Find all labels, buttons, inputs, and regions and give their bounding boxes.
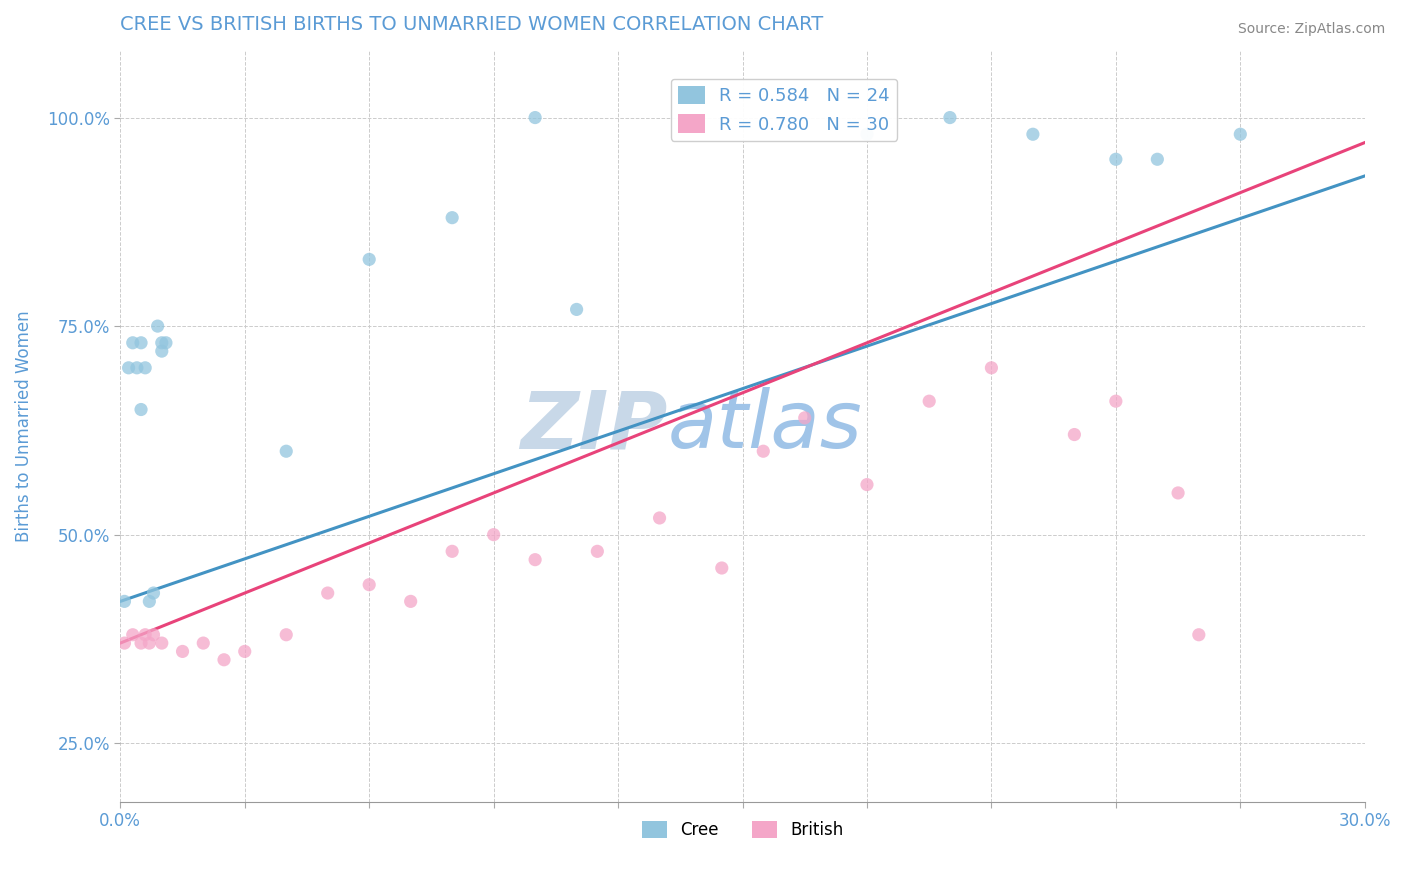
Point (150, 335, 173, 350)
Point (752, 444, 775, 458)
Point (565, 302, 588, 317)
Point (150, 344, 173, 359)
Point (276, 444, 298, 458)
Point (129, 335, 152, 350)
Point (359, 252, 381, 267)
Point (121, 628, 143, 642)
Point (1188, 628, 1211, 642)
Point (138, 636, 160, 650)
Point (129, 636, 152, 650)
Text: ZIP: ZIP (520, 387, 668, 466)
Point (121, 335, 143, 350)
Point (1167, 486, 1189, 500)
Point (939, 111, 962, 125)
Point (125, 360, 148, 375)
Point (482, 527, 505, 541)
Point (441, 544, 464, 558)
Y-axis label: Births to Unmarried Women: Births to Unmarried Women (15, 310, 32, 542)
Point (524, 552, 547, 566)
Point (146, 319, 169, 334)
Point (918, 394, 941, 409)
Point (648, 511, 671, 525)
Point (1105, 153, 1128, 167)
Point (155, 335, 177, 350)
Point (212, 653, 235, 667)
Point (233, 644, 256, 658)
Point (129, 402, 152, 417)
Text: atlas: atlas (668, 387, 863, 466)
Point (856, 128, 879, 142)
Text: Source: ZipAtlas.com: Source: ZipAtlas.com (1237, 22, 1385, 37)
Point (359, 577, 381, 591)
Point (316, 586, 339, 600)
Point (172, 644, 194, 658)
Point (138, 594, 160, 608)
Point (1022, 128, 1045, 142)
Point (524, 111, 547, 125)
Point (856, 477, 879, 491)
Point (142, 586, 165, 600)
Point (399, 594, 422, 608)
Point (117, 360, 139, 375)
Point (150, 636, 173, 650)
Point (1229, 128, 1251, 142)
Point (193, 636, 215, 650)
Point (142, 628, 165, 642)
Point (1146, 153, 1168, 167)
Point (134, 360, 156, 375)
Point (441, 211, 464, 225)
Point (1105, 394, 1128, 409)
Legend: Cree, British: Cree, British (636, 814, 851, 846)
Point (586, 544, 609, 558)
Point (710, 561, 733, 575)
Point (980, 360, 1002, 375)
Point (1063, 427, 1085, 442)
Point (134, 628, 156, 642)
Point (114, 636, 136, 650)
Point (793, 410, 815, 425)
Text: CREE VS BRITISH BIRTHS TO UNMARRIED WOMEN CORRELATION CHART: CREE VS BRITISH BIRTHS TO UNMARRIED WOME… (121, 15, 824, 34)
Point (276, 628, 298, 642)
Point (114, 594, 136, 608)
